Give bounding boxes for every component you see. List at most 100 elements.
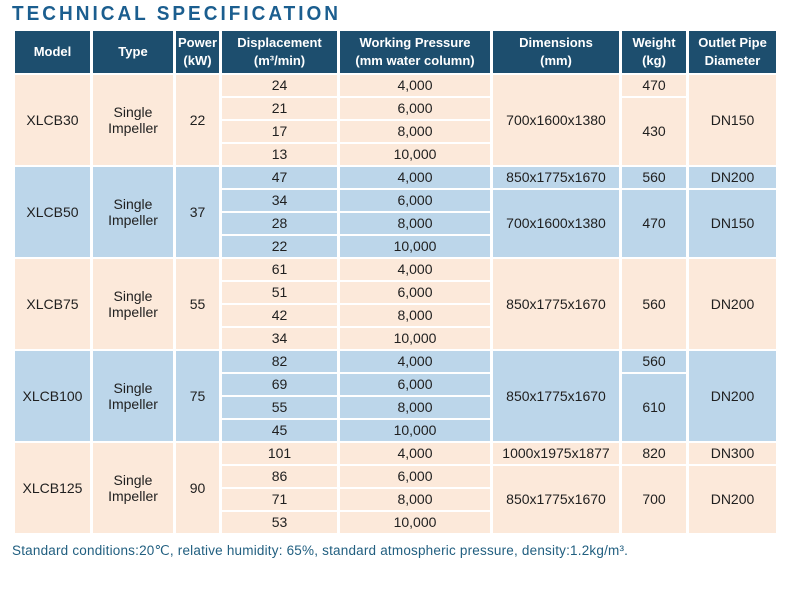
- cell-model: XLCB30: [12, 73, 93, 167]
- cell-displacement: 22: [219, 234, 340, 259]
- cell-displacement: 17: [219, 119, 340, 144]
- cell-pressure: 6,000: [337, 188, 493, 213]
- column-header-weight: Weight (kg): [619, 29, 689, 75]
- table-row: 53 10,000: [14, 510, 778, 535]
- cell-pressure: 4,000: [337, 73, 493, 98]
- cell-dimensions: 850x1775x1670: [490, 464, 622, 535]
- cell-displacement: 82: [219, 349, 340, 374]
- table-row: 51 6,000: [14, 280, 778, 305]
- cell-type: Single Impeller: [90, 73, 176, 167]
- table-row: 42 8,000: [14, 303, 778, 328]
- cell-pressure: 10,000: [337, 142, 493, 167]
- cell-displacement: 45: [219, 418, 340, 443]
- cell-displacement: 34: [219, 326, 340, 351]
- cell-pressure: 10,000: [337, 326, 493, 351]
- cell-displacement: 34: [219, 188, 340, 213]
- cell-outlet: DN150: [686, 188, 779, 259]
- cell-displacement: 69: [219, 372, 340, 397]
- cell-dimensions: 700x1600x1380: [490, 188, 622, 259]
- spec-table: Model Type Power (kW) Displacement (m³/min) Wo…: [12, 29, 779, 535]
- cell-displacement: 71: [219, 487, 340, 512]
- standard-conditions-note: Standard conditions:20℃, relative humidi…: [12, 543, 629, 558]
- cell-dimensions: 1000x1975x1877: [490, 441, 622, 466]
- cell-power: 22: [173, 73, 222, 167]
- cell-power: 37: [173, 165, 222, 259]
- cell-pressure: 6,000: [337, 96, 493, 121]
- cell-pressure: 6,000: [337, 280, 493, 305]
- cell-pressure: 10,000: [337, 418, 493, 443]
- table-row: XLCB100 Single Impeller 75 82 4,000 850x1775x…: [12, 349, 779, 443]
- cell-pressure: 10,000: [337, 234, 493, 259]
- cell-outlet: DN200: [686, 349, 779, 443]
- cell-weight: 470: [619, 73, 689, 98]
- table-header: Model Type Power (kW) Displacement (m³/min) Wo…: [12, 29, 779, 75]
- cell-displacement: 55: [219, 395, 340, 420]
- table-row: 28 8,000: [14, 211, 778, 236]
- cell-displacement: 24: [219, 73, 340, 98]
- cell-power: 75: [173, 349, 222, 443]
- cell-power: 90: [173, 441, 222, 535]
- cell-type: Single Impeller: [90, 349, 176, 443]
- column-header-dimensions: Dimensions (mm): [490, 29, 622, 75]
- table-row: 13 10,000: [14, 142, 778, 167]
- cell-pressure: 6,000: [337, 372, 493, 397]
- column-header-pressure: Working Pressure (mm water column): [337, 29, 493, 75]
- cell-displacement: 13: [219, 142, 340, 167]
- table-row: 34 10,000: [14, 326, 778, 351]
- cell-type: Single Impeller: [90, 441, 176, 535]
- cell-model: XLCB100: [12, 349, 93, 443]
- cell-outlet: DN300: [686, 441, 779, 466]
- column-header-power: Power (kW): [173, 29, 222, 75]
- table-row: XLCB50 Single Impeller 37 47 4,000 850x1775x1…: [12, 165, 779, 259]
- cell-dimensions: 700x1600x1380: [490, 73, 622, 167]
- cell-dimensions: 850x1775x1670: [490, 165, 622, 190]
- cell-pressure: 8,000: [337, 303, 493, 328]
- cell-displacement: 61: [219, 257, 340, 282]
- cell-model: XLCB125: [12, 441, 93, 535]
- cell-weight: 610: [619, 372, 689, 443]
- cell-weight: 560: [619, 165, 689, 190]
- table-row: 45 10,000: [14, 418, 778, 443]
- cell-pressure: 4,000: [337, 165, 493, 190]
- cell-model: XLCB50: [12, 165, 93, 259]
- table-row: 86 6,000 850x1775x1670 700 DN200: [14, 464, 779, 535]
- cell-power: 55: [173, 257, 222, 351]
- page-title: TECHNICAL SPECIFICATION: [12, 3, 342, 26]
- cell-outlet: DN200: [686, 464, 779, 535]
- cell-pressure: 8,000: [337, 395, 493, 420]
- cell-pressure: 8,000: [337, 211, 493, 236]
- cell-pressure: 6,000: [337, 464, 493, 489]
- cell-type: Single Impeller: [90, 165, 176, 259]
- table-row: 55 8,000: [14, 395, 778, 420]
- cell-displacement: 86: [219, 464, 340, 489]
- cell-pressure: 4,000: [337, 257, 493, 282]
- column-header-type: Type: [90, 29, 176, 75]
- cell-dimensions: 850x1775x1670: [490, 257, 622, 351]
- table-row: 69 6,000 610: [14, 372, 778, 443]
- cell-weight: 560: [619, 257, 689, 351]
- cell-dimensions: 850x1775x1670: [490, 349, 622, 443]
- table-row: XLCB30 Single Impeller 22 24 4,000 700x1600x1…: [12, 73, 779, 167]
- cell-weight: 700: [619, 464, 689, 535]
- cell-weight: 560: [619, 349, 689, 374]
- cell-pressure: 8,000: [337, 119, 493, 144]
- cell-weight: 820: [619, 441, 689, 466]
- cell-model: XLCB75: [12, 257, 93, 351]
- table-row: 34 6,000 700x1600x1380 470 DN150: [14, 188, 779, 259]
- cell-displacement: 51: [219, 280, 340, 305]
- column-header-displacement: Displacement (m³/min): [219, 29, 340, 75]
- column-header-outlet: Outlet Pipe Diameter: [686, 29, 779, 75]
- cell-pressure: 4,000: [337, 441, 493, 466]
- cell-weight: 470: [619, 188, 689, 259]
- cell-outlet: DN150: [686, 73, 779, 167]
- table-row: XLCB75 Single Impeller 55 61 4,000 850x1775x1…: [12, 257, 779, 351]
- page: TECHNICAL SPECIFICATION Model Type Power (k…: [12, 3, 779, 558]
- cell-pressure: 4,000: [337, 349, 493, 374]
- table-row: 71 8,000: [14, 487, 778, 512]
- cell-displacement: 53: [219, 510, 340, 535]
- table-row: 22 10,000: [14, 234, 778, 259]
- table-body: XLCB30 Single Impeller 22 24 4,000 700x1600x1…: [12, 73, 779, 535]
- cell-outlet: DN200: [686, 165, 779, 190]
- cell-weight: 430: [619, 96, 689, 167]
- cell-displacement: 101: [219, 441, 340, 466]
